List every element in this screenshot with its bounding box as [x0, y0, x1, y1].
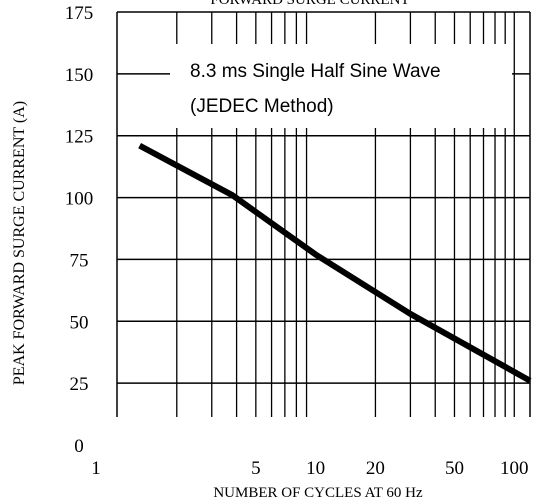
y-tick-label: 150	[65, 65, 94, 86]
annotation-line-1: 8.3 ms Single Half Sine Wave	[190, 61, 441, 82]
y-tick-label: 0	[74, 436, 84, 457]
y-axis-label: PEAK FORWARD SURGE CURRENT (A)	[11, 101, 28, 385]
axes: 0 25 50 75 100 125 150 175 1 5 10 20 50 100	[65, 3, 531, 479]
y-tick-label: 175	[65, 3, 94, 24]
annotation-line-2: (JEDEC Method)	[190, 96, 334, 117]
y-tick-label: 50	[70, 312, 89, 333]
y-tick-label: 125	[65, 127, 94, 148]
x-tick-label: 1	[91, 458, 101, 479]
y-tick-label: 75	[70, 250, 89, 271]
series	[138, 142, 532, 384]
annotation-background	[170, 44, 512, 128]
y-tick-label: 25	[70, 374, 89, 395]
x-tick-label: 50	[445, 458, 464, 479]
x-tick-label: 5	[251, 458, 261, 479]
x-tick-label: 20	[366, 458, 385, 479]
series-line	[138, 142, 532, 384]
x-tick-label: 10	[306, 458, 325, 479]
y-tick-label: 100	[65, 189, 94, 210]
x-tick-label: 100	[500, 458, 529, 479]
chart-title: FORWARD SURGE CURRENT	[210, 0, 409, 8]
x-axis-label: NUMBER OF CYCLES AT 60 Hz	[213, 485, 423, 501]
